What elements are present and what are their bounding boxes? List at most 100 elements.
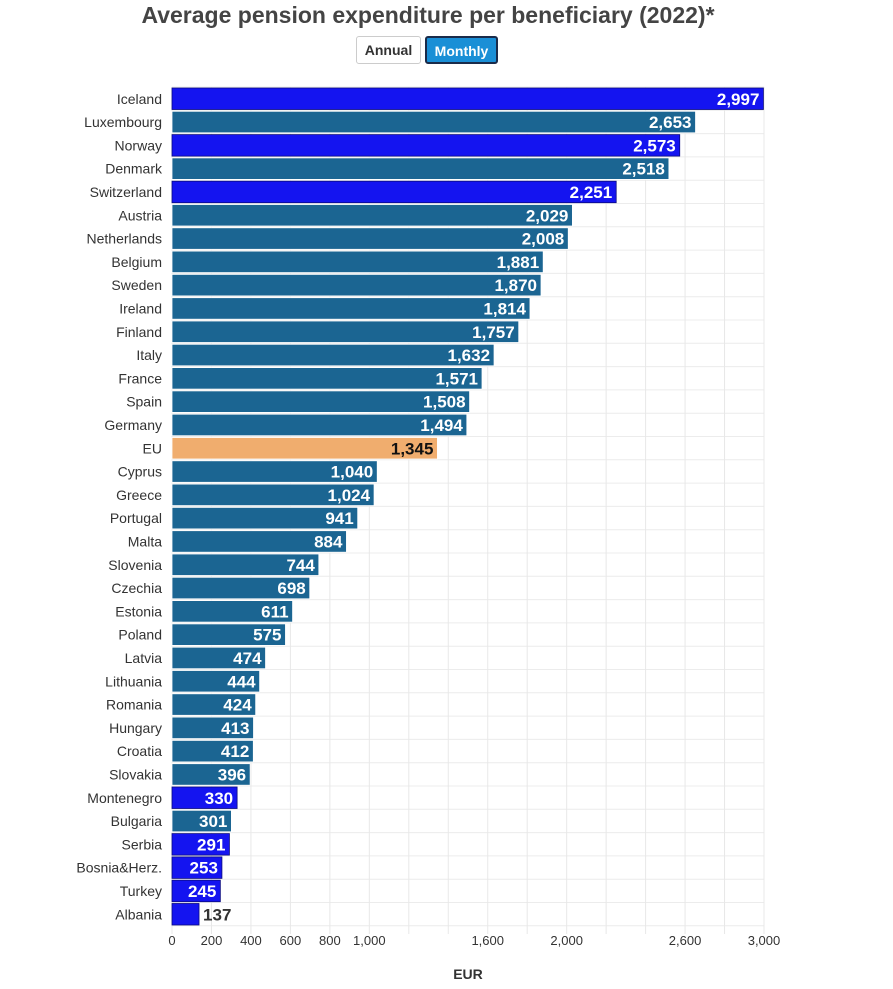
category-labels: Iceland Luxembourg Norway Denmark Switzerlan… (76, 91, 163, 923)
value-label: 412 (221, 742, 249, 761)
bar-france[interactable] (171, 367, 483, 390)
value-label: 474 (233, 649, 262, 668)
bar-switzerland[interactable] (171, 180, 617, 204)
value-label: 330 (205, 789, 233, 808)
bar-norway[interactable] (171, 134, 681, 157)
bar-greece[interactable] (171, 483, 375, 507)
category-label: Ireland (119, 300, 162, 316)
category-label: Romania (106, 697, 162, 713)
value-label: 396 (218, 765, 246, 784)
category-label: Cyprus (118, 464, 162, 480)
value-label: 1,881 (497, 253, 540, 272)
bar-poland[interactable] (171, 623, 286, 646)
bar-romania[interactable] (171, 693, 257, 716)
category-label: Norway (115, 137, 162, 153)
category-label: Spain (126, 394, 162, 410)
bar-latvia[interactable] (171, 646, 266, 670)
value-label: 2,008 (522, 230, 565, 249)
bar-czechia[interactable] (171, 576, 311, 600)
x-tick-label: 200 (201, 933, 223, 948)
bar-sweden[interactable] (171, 273, 542, 297)
bar-austria[interactable] (171, 204, 573, 227)
bar-albania[interactable] (171, 903, 200, 926)
bar-luxembourg[interactable] (171, 110, 696, 134)
bar-malta[interactable] (171, 530, 347, 553)
value-label: 611 (261, 602, 288, 621)
x-axis-label: EUR (453, 966, 483, 982)
bars (171, 87, 764, 926)
value-label: 1,814 (483, 299, 526, 318)
category-label: Albania (115, 906, 162, 922)
category-label: Germany (104, 417, 162, 433)
category-label: Switzerland (90, 184, 162, 200)
x-tick-label: 2,000 (550, 933, 583, 948)
category-label: Hungary (109, 720, 162, 736)
bar-denmark[interactable] (171, 157, 670, 180)
bar-estonia[interactable] (171, 600, 293, 623)
x-tick-label: 400 (240, 933, 262, 948)
monthly-toggle-button[interactable]: Monthly (425, 36, 498, 64)
x-tick-label: 600 (280, 933, 302, 948)
chart-title: Average pension expenditure per benefici… (141, 2, 715, 28)
category-label: Bulgaria (111, 813, 163, 829)
value-label: 1,870 (494, 276, 537, 295)
bar-lithuania[interactable] (171, 670, 261, 693)
category-label: Czechia (111, 580, 162, 596)
value-label: 1,345 (391, 439, 434, 458)
bar-bulgaria[interactable] (171, 809, 232, 833)
bar-cyprus[interactable] (171, 460, 378, 483)
value-label: 137 (203, 905, 231, 924)
value-label: 744 (286, 556, 315, 575)
category-label: Estonia (115, 603, 162, 619)
value-label: 884 (314, 532, 343, 551)
bar-bosnia-herz-[interactable] (171, 856, 223, 879)
x-tick-label: 1,000 (353, 933, 386, 948)
category-label: Denmark (105, 161, 163, 177)
value-label: 2,251 (570, 183, 613, 202)
bar-belgium[interactable] (171, 250, 544, 274)
category-label: Belgium (111, 254, 162, 270)
x-tick-label: 3,000 (748, 933, 781, 948)
category-label: Latvia (125, 650, 163, 666)
bar-germany[interactable] (171, 413, 468, 437)
bar-croatia[interactable] (171, 740, 254, 763)
value-label: 245 (188, 882, 216, 901)
value-label: 1,571 (435, 369, 478, 388)
bar-serbia[interactable] (171, 833, 230, 856)
value-label: 2,653 (649, 113, 692, 132)
value-label: 2,997 (717, 90, 760, 109)
bar-slovenia[interactable] (171, 553, 320, 576)
category-label: Bosnia&Herz. (76, 860, 162, 876)
bar-finland[interactable] (171, 320, 520, 343)
value-label: 1,494 (420, 416, 463, 435)
bar-turkey[interactable] (171, 879, 221, 903)
bar-hungary[interactable] (171, 716, 254, 739)
value-label: 1,024 (328, 486, 371, 505)
value-label: 413 (221, 719, 249, 738)
annual-toggle-button[interactable]: Annual (356, 36, 421, 64)
value-label: 575 (253, 626, 281, 645)
category-label: Finland (116, 324, 162, 340)
bar-portugal[interactable] (171, 506, 359, 530)
value-label: 1,508 (423, 393, 466, 412)
category-label: Greece (116, 487, 162, 503)
category-label: France (118, 370, 162, 386)
bar-netherlands[interactable] (171, 227, 569, 250)
category-label: Sweden (111, 277, 162, 293)
category-label: Iceland (117, 91, 162, 107)
bar-italy[interactable] (171, 343, 495, 367)
category-label: Serbia (122, 836, 163, 852)
category-label: Poland (118, 627, 162, 643)
category-label: Portugal (110, 510, 162, 526)
bar-spain[interactable] (171, 390, 470, 413)
category-label: Slovakia (109, 766, 162, 782)
bar-montenegro[interactable] (171, 786, 238, 809)
x-tick-label: 2,600 (669, 933, 702, 948)
value-label: 1,040 (331, 463, 374, 482)
category-label: EU (143, 440, 162, 456)
value-label: 301 (199, 812, 227, 831)
bar-eu[interactable] (171, 437, 438, 460)
bar-iceland[interactable] (171, 87, 764, 110)
bar-slovakia[interactable] (171, 763, 251, 786)
bar-ireland[interactable] (171, 297, 531, 320)
